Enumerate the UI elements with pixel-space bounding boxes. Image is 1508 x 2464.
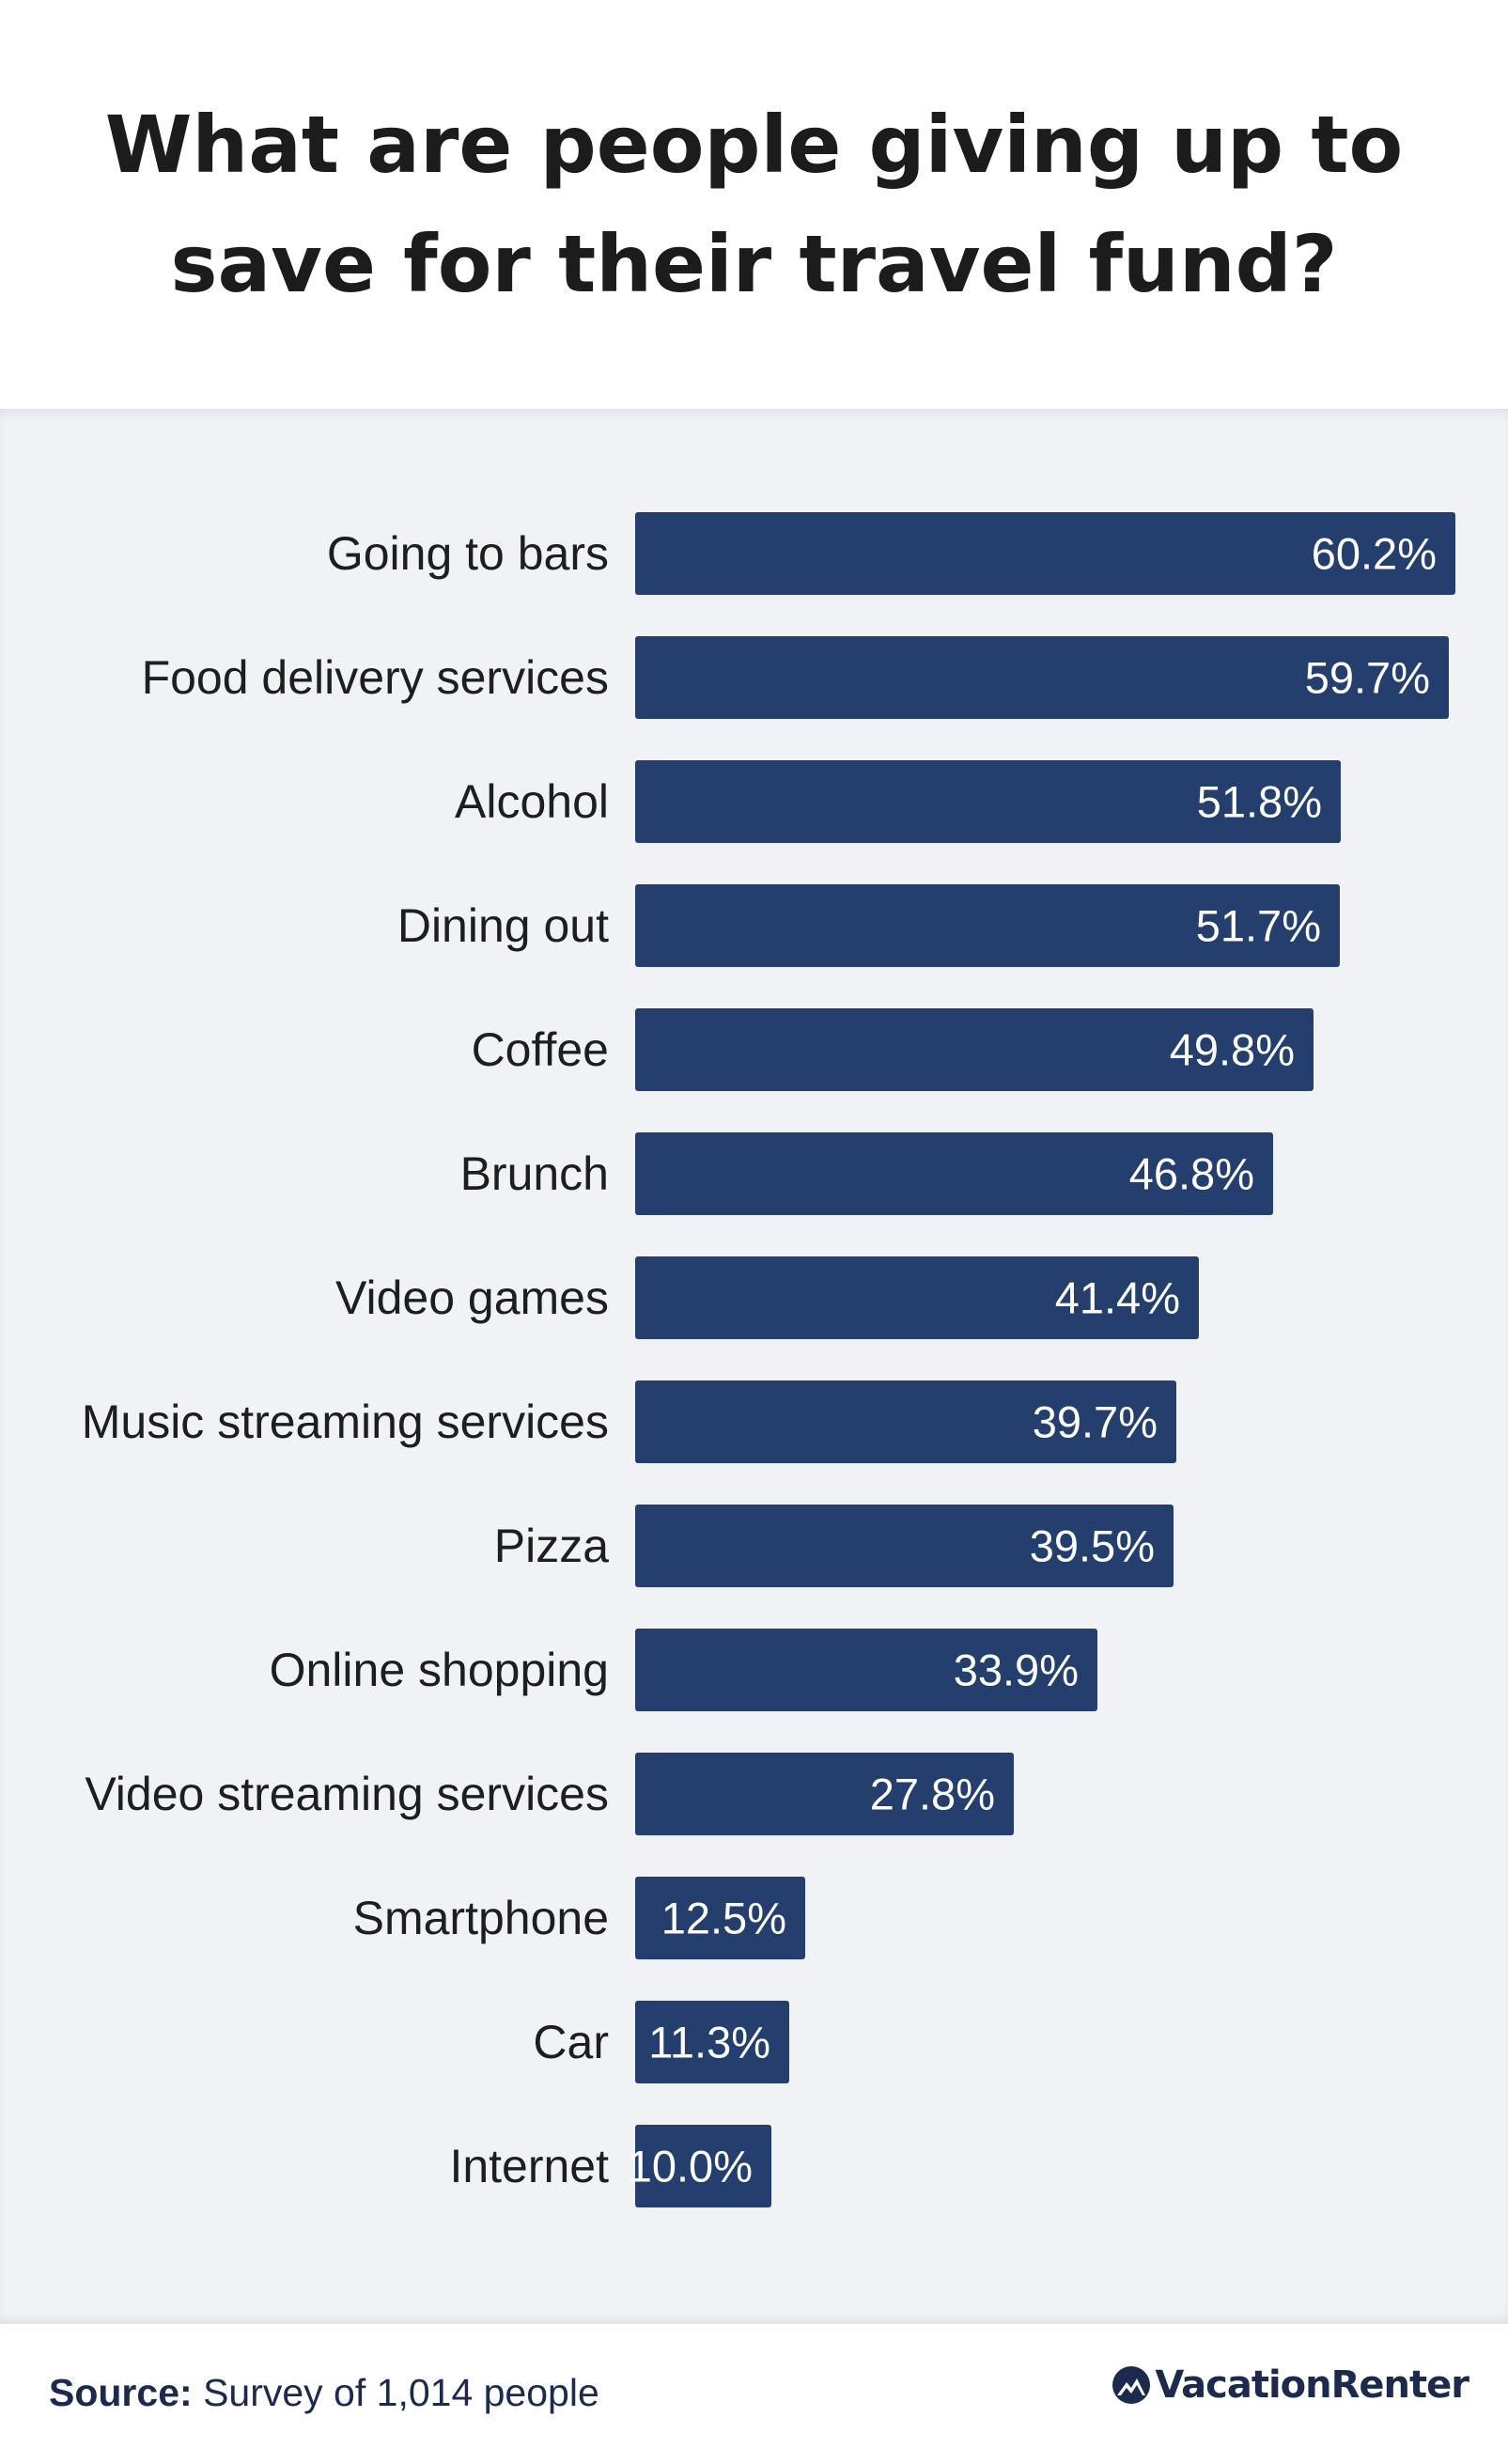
brand-logo: VacationRenter [1112,2363,1469,2407]
category-label: Going to bars [327,527,609,580]
category-label: Video streaming services [85,1768,609,1820]
category-label: Music streaming services [82,1396,609,1448]
bar [635,1380,1176,1463]
bar [635,1629,1097,1711]
category-label: Smartphone [353,1892,609,1944]
category-label: Online shopping [270,1644,609,1696]
category-label: Food delivery services [142,651,609,704]
bar [635,884,1340,967]
source-note: Source: Survey of 1,014 people [49,2371,599,2415]
value-label: 49.8% [1170,1025,1295,1075]
source-text: Survey of 1,014 people [203,2371,599,2414]
value-label: 27.8% [870,1770,995,1819]
category-label: Video games [335,1271,609,1324]
value-label: 11.3% [648,2018,770,2067]
title-area: What are people giving up to save for th… [0,0,1508,409]
value-label: 41.4% [1055,1273,1180,1323]
value-label: 59.7% [1305,653,1430,703]
footer: Source: Survey of 1,014 people VacationR… [0,2324,1508,2464]
bar [635,2125,771,2207]
source-label: Source: [49,2371,193,2414]
chart-panel: Going to bars 60.2% Food delivery services… [0,409,1508,2324]
value-label: 51.8% [1197,777,1322,827]
value-label: 39.7% [1033,1397,1158,1447]
value-label: 51.7% [1196,901,1321,951]
bar [635,1505,1174,1587]
bar [635,2001,789,2083]
value-label: 33.9% [954,1645,1079,1695]
category-label: Pizza [494,1520,609,1572]
bar [635,1877,805,1959]
chart-title: What are people giving up to save for th… [104,98,1404,310]
bar [635,1753,1014,1835]
value-label: 60.2% [1312,529,1437,579]
value-label: 46.8% [1129,1149,1254,1199]
brand-name: VacationRenter [1155,2363,1469,2407]
bar [635,1256,1199,1339]
category-label: Coffee [472,1023,609,1076]
value-label: 39.5% [1030,1521,1155,1571]
bar-chart: Going to bars 60.2% Food delivery services… [82,512,1455,2207]
value-label: 10.0% [628,2142,753,2191]
bar [635,1008,1314,1091]
value-label: 12.5% [661,1894,786,1943]
category-label: Alcohol [455,775,609,828]
mountain-logo-icon [1112,2366,1151,2404]
category-label: Car [533,2016,609,2068]
bar [635,1132,1273,1215]
category-label: Internet [449,2140,609,2192]
bar [635,636,1449,719]
category-label: Dining out [397,899,609,952]
bar [635,760,1341,843]
bar [635,512,1455,595]
category-label: Brunch [460,1147,609,1200]
